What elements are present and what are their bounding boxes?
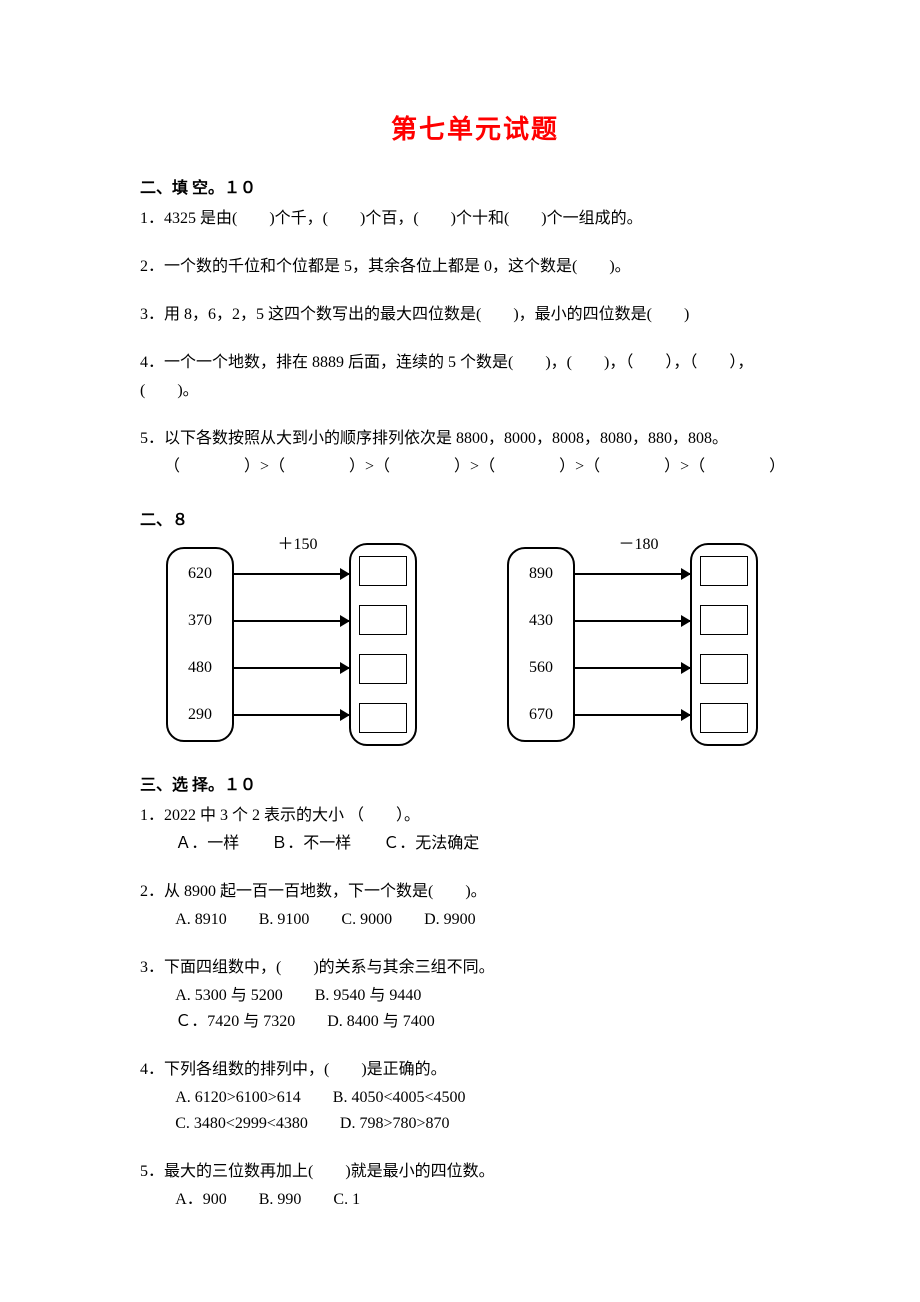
input-value: 670 bbox=[517, 701, 565, 729]
arrow bbox=[575, 560, 690, 588]
page-title: 第七单元试题 bbox=[140, 110, 810, 149]
diagram-row: ＋150 620 370 480 290 bbox=[166, 543, 810, 746]
q3-4-text: 4．下列各组数的排列中，( )是正确的。 bbox=[140, 1058, 810, 1082]
left-output-column bbox=[349, 543, 417, 746]
q3-5-options: A．900 B. 990 C. 1 bbox=[175, 1188, 810, 1212]
section-1-heading: 二、填 空。１０ bbox=[140, 177, 810, 201]
answer-slot bbox=[700, 703, 748, 733]
input-value: 370 bbox=[176, 607, 224, 635]
q3-3-text: 3．下面四组数中，( )的关系与其余三组不同。 bbox=[140, 956, 810, 980]
q3-1: 1．2022 中 3 个 2 表示的大小 （ ）。 Ａ．一样 Ｂ．不一样 Ｃ．无… bbox=[140, 804, 810, 856]
arrow-icon bbox=[575, 573, 690, 575]
q1-4-line2: ( )。 bbox=[140, 379, 810, 403]
answer-slot bbox=[359, 556, 407, 586]
arrow bbox=[575, 654, 690, 682]
right-output-column bbox=[690, 543, 758, 746]
q3-1-text: 1．2022 中 3 个 2 表示的大小 （ ）。 bbox=[140, 804, 810, 828]
arrow bbox=[234, 701, 349, 729]
q3-4-options-1: A. 6120>6100>614 B. 4050<4005<4500 bbox=[175, 1086, 810, 1110]
q1-2: 2．一个数的千位和个位都是 5，其余各位上都是 0，这个数是( )。 bbox=[140, 255, 810, 279]
q3-2-text: 2．从 8900 起一百一百地数，下一个数是( )。 bbox=[140, 880, 810, 904]
input-value: 890 bbox=[517, 560, 565, 588]
answer-slot bbox=[359, 605, 407, 635]
input-value: 560 bbox=[517, 654, 565, 682]
q3-3-options-2: Ｃ．7420 与 7320 D. 8400 与 7400 bbox=[175, 1010, 810, 1034]
arrow-icon bbox=[575, 620, 690, 622]
arrow bbox=[575, 701, 690, 729]
q3-3: 3．下面四组数中，( )的关系与其余三组不同。 A. 5300 与 5200 B… bbox=[140, 956, 810, 1034]
arrow bbox=[234, 654, 349, 682]
arrow-icon bbox=[234, 714, 349, 716]
q3-5: 5．最大的三位数再加上( )就是最小的四位数。 A．900 B. 990 C. … bbox=[140, 1160, 810, 1212]
q1-1-text: 1．4325 是由( )个千，( )个百，( )个十和( )个一组成的。 bbox=[140, 207, 810, 231]
answer-slot bbox=[700, 556, 748, 586]
q3-2: 2．从 8900 起一百一百地数，下一个数是( )。 A. 8910 B. 91… bbox=[140, 880, 810, 932]
arrow bbox=[234, 560, 349, 588]
arrow-column bbox=[575, 549, 690, 740]
q1-5: 5．以下各数按照从大到小的顺序排列依次是 8800，8000，8008，8080… bbox=[140, 427, 810, 479]
q3-1-options: Ａ．一样 Ｂ．不一样 Ｃ．无法确定 bbox=[175, 832, 810, 856]
arrow-icon bbox=[575, 667, 690, 669]
worksheet-page: 第七单元试题 二、填 空。１０ 1．4325 是由( )个千，( )个百，( )… bbox=[0, 0, 920, 1296]
diagram-sub: －180 890 430 560 670 bbox=[507, 543, 758, 746]
right-input-column: 890 430 560 670 bbox=[507, 547, 575, 742]
q1-1: 1．4325 是由( )个千，( )个百，( )个十和( )个一组成的。 bbox=[140, 207, 810, 231]
arrow-icon bbox=[234, 573, 349, 575]
diagram-add: ＋150 620 370 480 290 bbox=[166, 543, 417, 746]
section-2-heading: 二、８ bbox=[140, 509, 810, 533]
q1-4: 4．一个一个地数，排在 8889 后面，连续的 5 个数是( )，( )，（ ）… bbox=[140, 351, 810, 403]
arrow-icon bbox=[234, 667, 349, 669]
answer-slot bbox=[359, 703, 407, 733]
q1-3-text: 3．用 8，6，2，5 这四个数写出的最大四位数是( )，最小的四位数是( ) bbox=[140, 303, 810, 327]
q3-5-text: 5．最大的三位数再加上( )就是最小的四位数。 bbox=[140, 1160, 810, 1184]
answer-slot bbox=[359, 654, 407, 684]
q1-2-text: 2．一个数的千位和个位都是 5，其余各位上都是 0，这个数是( )。 bbox=[140, 255, 810, 279]
section-arithmetic-diagrams: 二、８ ＋150 620 370 480 290 bbox=[140, 509, 810, 746]
input-value: 430 bbox=[517, 607, 565, 635]
section-fill-blanks: 二、填 空。１０ 1．4325 是由( )个千，( )个百，( )个十和( )个… bbox=[140, 177, 810, 479]
arrow-icon bbox=[234, 620, 349, 622]
q1-4-line1: 4．一个一个地数，排在 8889 后面，连续的 5 个数是( )，( )，（ ）… bbox=[140, 351, 810, 375]
arrow bbox=[575, 607, 690, 635]
q1-5-line2: （ ）>（ ）>（ ）>（ ）>（ ）>（ ） bbox=[164, 455, 810, 479]
q3-4-options-2: C. 3480<2999<4380 D. 798>780>870 bbox=[175, 1112, 810, 1136]
input-value: 290 bbox=[176, 701, 224, 729]
section-multiple-choice: 三、选 择。１０ 1．2022 中 3 个 2 表示的大小 （ ）。 Ａ．一样 … bbox=[140, 774, 810, 1212]
q3-3-options-1: A. 5300 与 5200 B. 9540 与 9440 bbox=[175, 984, 810, 1008]
q3-4: 4．下列各组数的排列中，( )是正确的。 A. 6120>6100>614 B.… bbox=[140, 1058, 810, 1136]
input-value: 480 bbox=[176, 654, 224, 682]
left-input-column: 620 370 480 290 bbox=[166, 547, 234, 742]
answer-slot bbox=[700, 654, 748, 684]
answer-slot bbox=[700, 605, 748, 635]
section-3-heading: 三、选 择。１０ bbox=[140, 774, 810, 798]
arrow bbox=[234, 607, 349, 635]
arrow-column bbox=[234, 549, 349, 740]
q1-5-line1: 5．以下各数按照从大到小的顺序排列依次是 8800，8000，8008，8080… bbox=[140, 427, 810, 451]
q3-2-options: A. 8910 B. 9100 C. 9000 D. 9900 bbox=[175, 908, 810, 932]
input-value: 620 bbox=[176, 560, 224, 588]
q1-3: 3．用 8，6，2，5 这四个数写出的最大四位数是( )，最小的四位数是( ) bbox=[140, 303, 810, 327]
arrow-icon bbox=[575, 714, 690, 716]
